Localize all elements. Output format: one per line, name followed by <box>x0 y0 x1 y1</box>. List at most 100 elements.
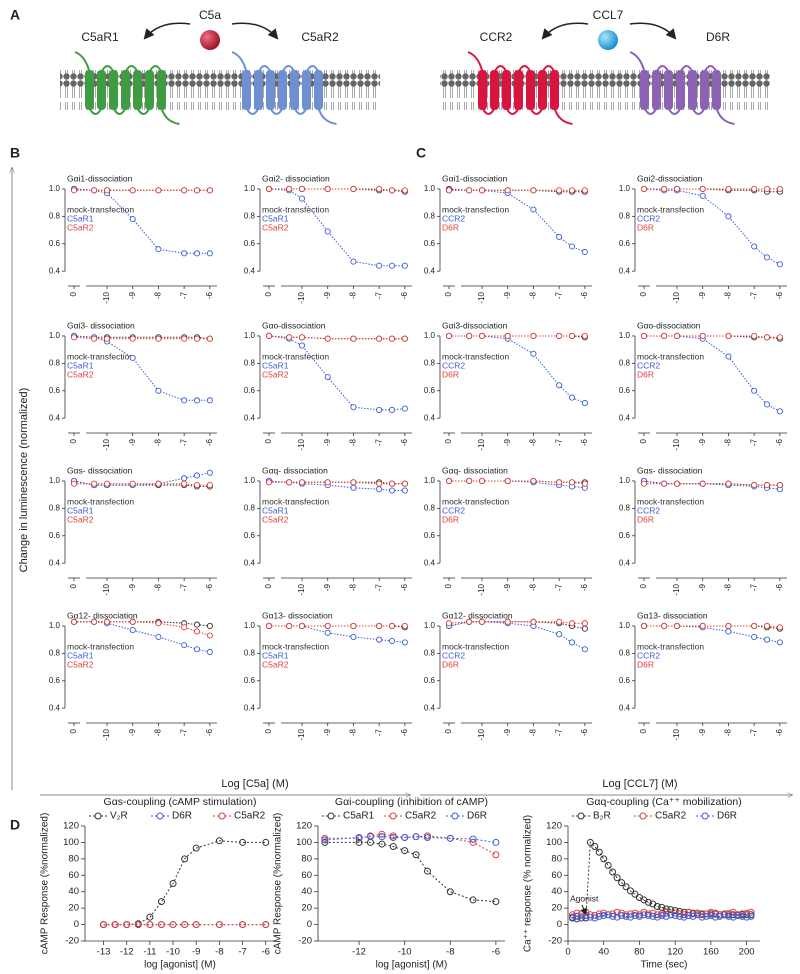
receptor-helix <box>538 70 547 110</box>
data-point <box>631 890 639 898</box>
legend-label: D6R <box>637 659 654 669</box>
data-point <box>388 637 396 645</box>
data-point <box>193 646 201 653</box>
y-tick-label: 0.6 <box>424 386 436 395</box>
data-point <box>478 618 486 625</box>
x-tick-label: -13 <box>97 947 111 958</box>
data-point <box>376 185 383 193</box>
data-point <box>631 912 639 920</box>
receptor-helix <box>145 70 154 110</box>
data-point <box>699 192 706 199</box>
receptor-helix <box>85 70 94 110</box>
x-tick-label: 0 <box>264 291 273 296</box>
data-point <box>169 880 177 887</box>
data-line <box>449 189 586 253</box>
data-point <box>604 861 612 869</box>
data-point <box>321 838 329 846</box>
legend-marker <box>577 812 585 820</box>
data-point <box>530 206 537 213</box>
y-tick-label: 0.6 <box>619 239 631 248</box>
data-point <box>91 335 98 342</box>
data-point <box>613 874 621 882</box>
y-tick-label: 1.0 <box>619 331 631 340</box>
receptor-helix <box>688 70 697 110</box>
data-point <box>673 480 681 487</box>
x-tick-label: -6 <box>580 291 589 299</box>
x-axis-label: log [agonist] (M) <box>376 960 448 971</box>
y-tick-label: 100 <box>546 837 562 848</box>
y-tick-label: 100 <box>63 837 79 848</box>
data-point <box>123 921 131 929</box>
x-tick-label: -9 <box>698 728 707 736</box>
y-tick-label: 0.4 <box>424 703 436 712</box>
data-point <box>725 332 732 340</box>
x-tick-label: 0 <box>444 291 453 296</box>
x-tick-label: -9 <box>323 438 332 446</box>
x-axis-label: Time (sec) <box>641 960 688 971</box>
data-point <box>734 912 742 920</box>
y-tick-label: 0.8 <box>424 503 436 512</box>
data-point <box>763 401 771 408</box>
receptor-helix <box>652 70 661 110</box>
legend-label: CCR2 <box>442 360 465 370</box>
data-point <box>568 394 576 401</box>
x-tick-label: 0 <box>639 583 648 588</box>
data-point <box>389 834 397 841</box>
x-tick-label: -7 <box>374 291 383 299</box>
data-point <box>776 482 783 489</box>
x-tick-label: -6 <box>580 438 589 446</box>
y-tick-label: 0.4 <box>49 266 61 275</box>
legend-label: C5aR1 <box>262 360 289 370</box>
x-tick-label: -7 <box>179 583 188 591</box>
legend-marker <box>327 812 335 820</box>
y-axis-label: Change in luminescence (normalized) <box>18 388 30 573</box>
data-point <box>193 472 201 479</box>
data-point <box>206 335 213 342</box>
data-point <box>725 912 733 920</box>
ligand-ball <box>200 30 220 50</box>
data-point <box>324 185 331 193</box>
x-tick-label: -6 <box>205 728 214 736</box>
y-tick-label: 0.8 <box>424 211 436 220</box>
legend-label: D6R <box>442 222 459 232</box>
data-point <box>401 480 408 487</box>
y-tick-label: 1.0 <box>424 621 436 630</box>
x-tick-label: -7 <box>554 583 563 591</box>
ligand-ball <box>598 30 618 50</box>
y-axis-label: cAMP Response (%normalized) <box>273 813 284 955</box>
y-tick-label: 80 <box>301 853 312 864</box>
data-point <box>763 185 771 193</box>
chart-title: Gαq- dissociation <box>262 465 328 475</box>
data-point <box>376 636 383 643</box>
legend-label: mock-transfection <box>67 204 134 214</box>
data-point <box>206 469 213 476</box>
y-tick-label: 0.4 <box>619 558 631 567</box>
data-point <box>743 913 751 921</box>
data-point <box>193 482 201 489</box>
data-point <box>206 622 213 630</box>
data-point <box>265 479 273 486</box>
data-point <box>661 622 668 630</box>
legend-label: CCR2 <box>442 213 465 223</box>
data-point <box>239 838 247 846</box>
receptor-helix <box>254 70 263 110</box>
x-tick-label: -10 <box>477 583 486 595</box>
data-point <box>618 879 626 887</box>
legend-label: mock-transfection <box>442 641 509 651</box>
y-tick-label: -20 <box>298 936 312 947</box>
y-tick-label: 0.4 <box>424 413 436 422</box>
receptor-label: CCR2 <box>480 30 513 44</box>
data-point <box>556 332 563 340</box>
x-tick-label: -10 <box>102 728 111 740</box>
x-tick-label: -6 <box>205 583 214 591</box>
x-tick-label: 0 <box>639 438 648 443</box>
chart-title: Gαi2- dissociation <box>262 173 330 183</box>
x-tick-label: -9 <box>698 583 707 591</box>
x-tick-label: -8 <box>529 583 538 591</box>
data-point <box>738 912 746 920</box>
x-tick-label: -6 <box>580 728 589 736</box>
data-point <box>286 622 293 630</box>
data-point <box>581 480 588 487</box>
data-point <box>286 479 293 486</box>
data-point <box>91 187 98 194</box>
